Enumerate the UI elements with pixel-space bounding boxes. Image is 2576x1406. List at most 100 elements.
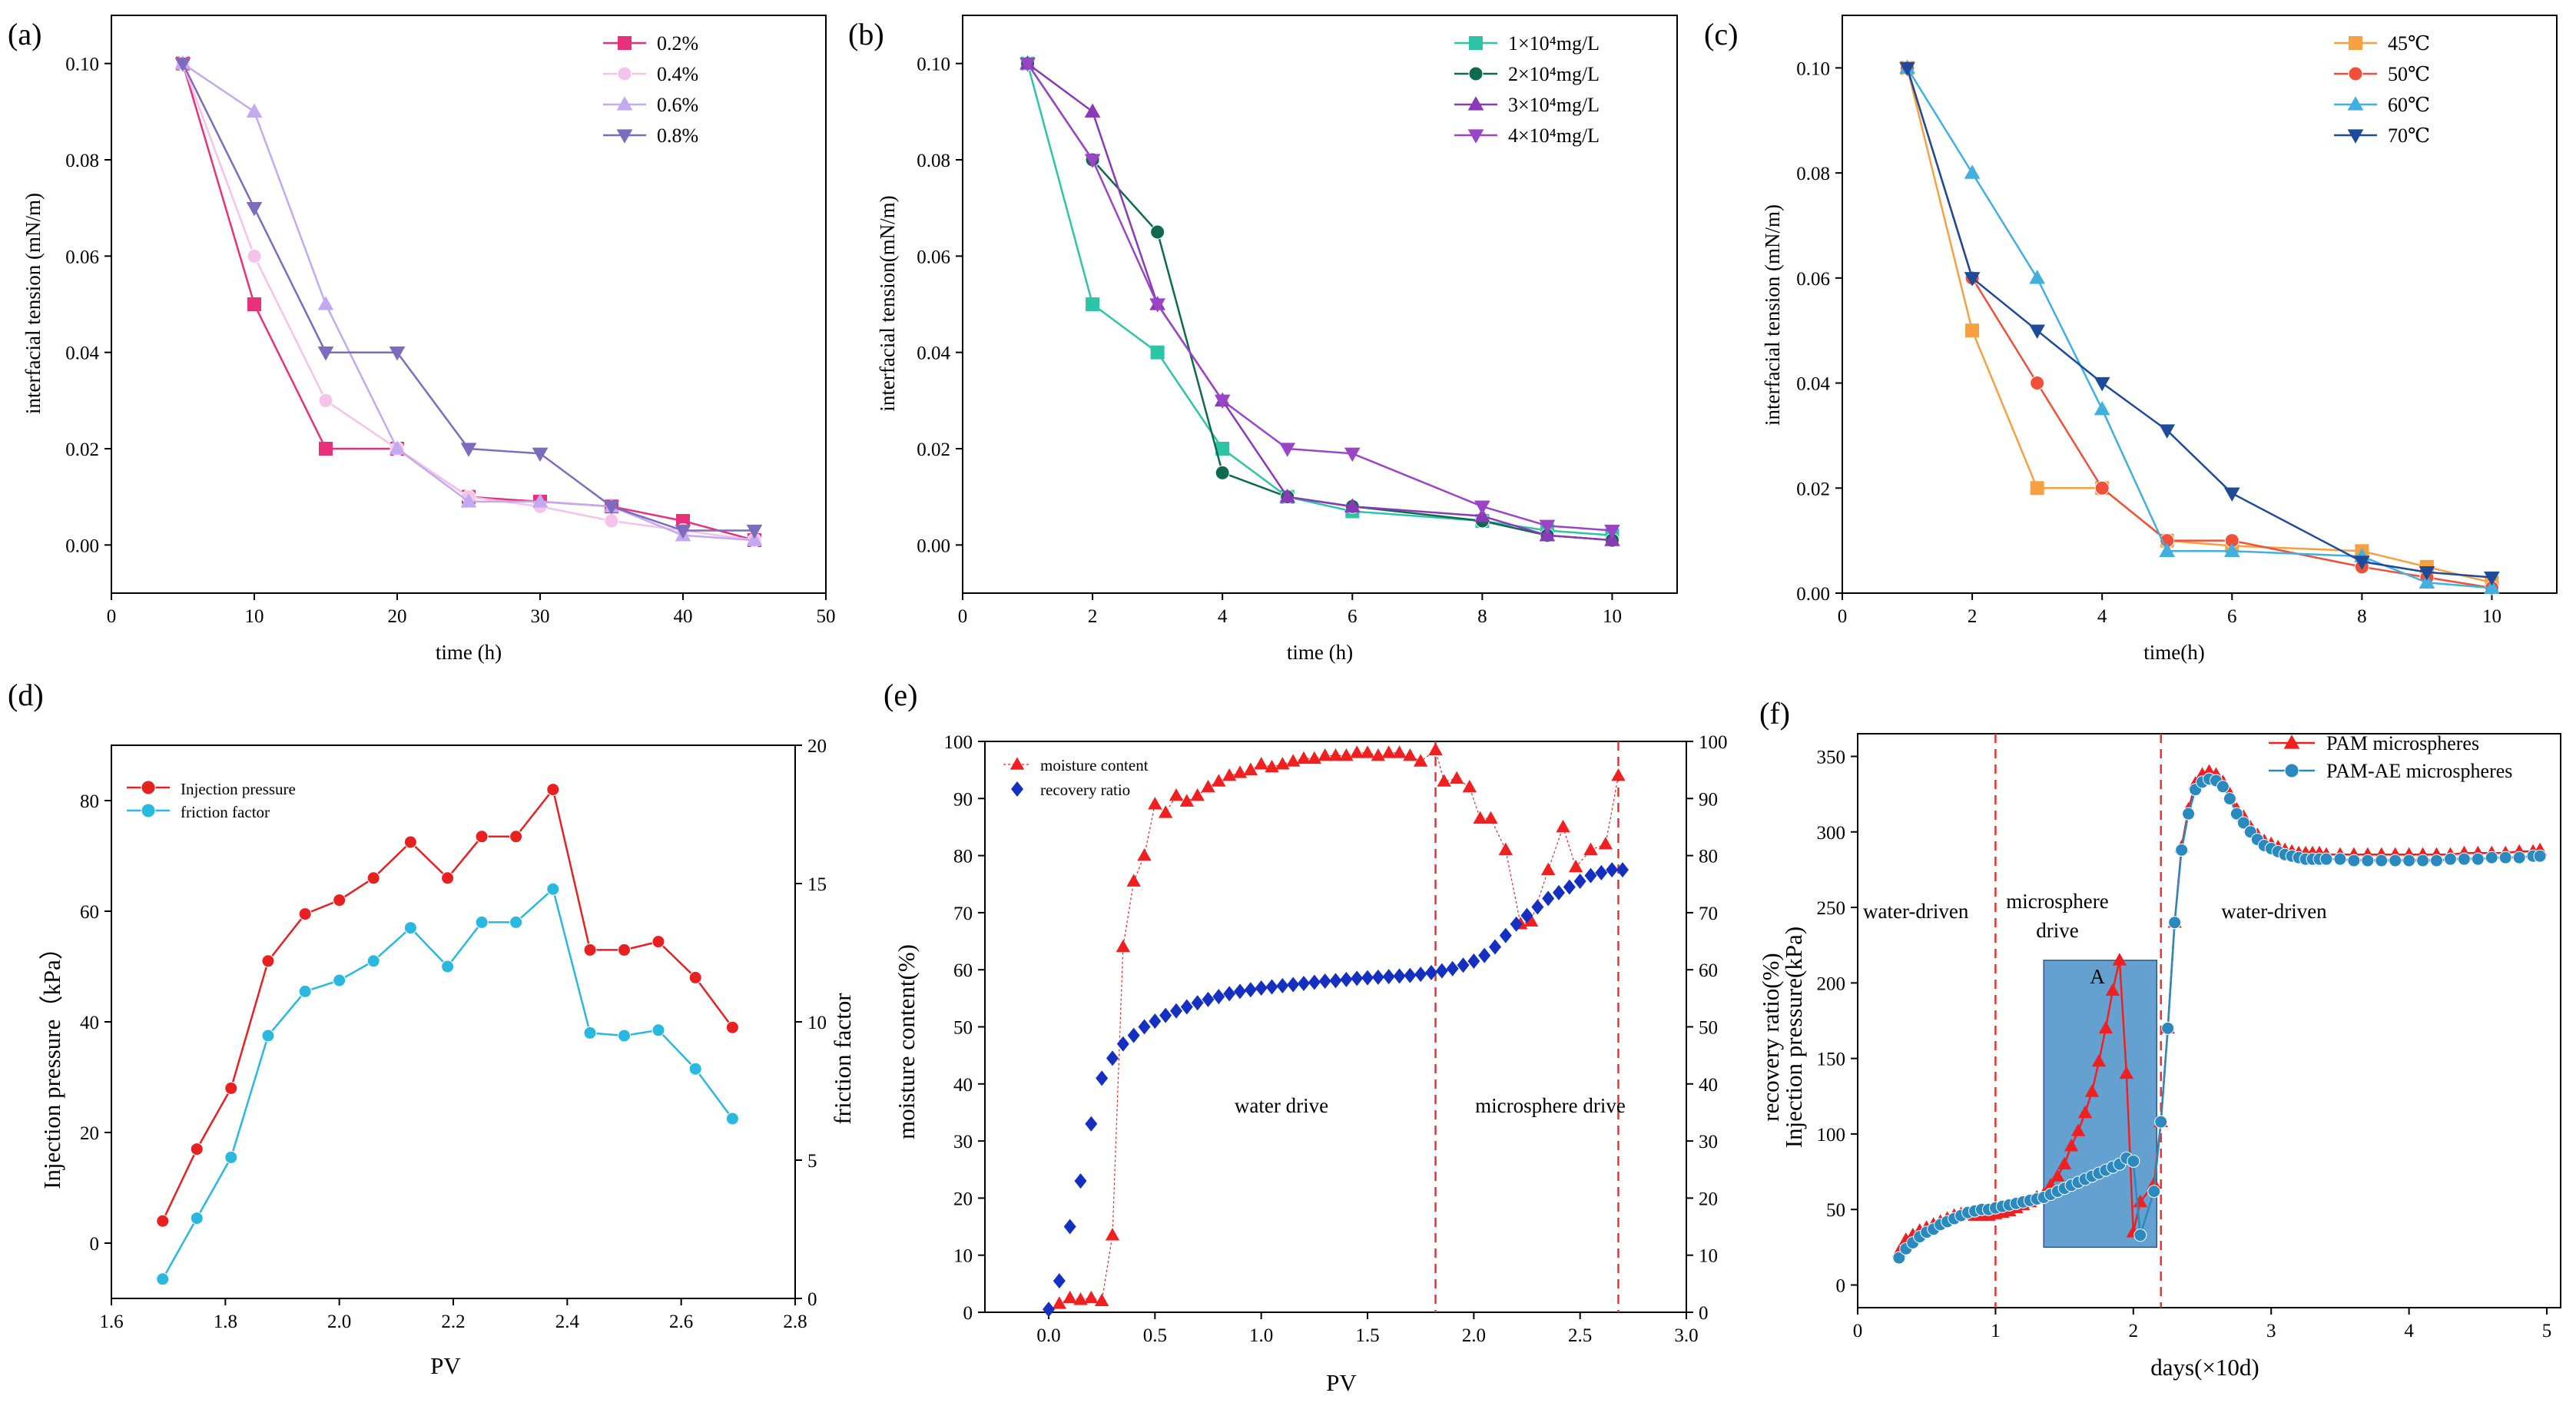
series-60℃-point bbox=[2419, 574, 2435, 589]
series-pam-point bbox=[2112, 953, 2127, 966]
x-tick-label: 3.0 bbox=[1674, 1325, 1698, 1346]
chart-panel-a: 0 10 20 30 40 50 0.00 0.02 0.04 0.06 0.08 0.10 0.2% 0… bbox=[65, 15, 836, 627]
y-tick-label: 0.02 bbox=[917, 439, 950, 460]
y-tick-label: 350 bbox=[1817, 747, 1846, 768]
y-tick-label: 0.02 bbox=[1796, 479, 1830, 499]
series-0.8%-point bbox=[675, 524, 691, 539]
legend-marker bbox=[616, 129, 633, 144]
x-tick-label: 0 bbox=[107, 606, 117, 627]
series-pam-point bbox=[2057, 1156, 2072, 1170]
series-0.8%-point bbox=[174, 58, 191, 72]
x-tick-label: 8 bbox=[1477, 606, 1487, 627]
series-friction-factor-point bbox=[298, 984, 312, 998]
legend-marker bbox=[1011, 781, 1023, 797]
series-70℃-point bbox=[2029, 324, 2045, 339]
x-tick-label: 2 bbox=[2129, 1321, 2139, 1341]
series-pam-point bbox=[2050, 1169, 2065, 1182]
annotation-microsphere: microsphere bbox=[2006, 890, 2108, 913]
series-injection-pressure-point bbox=[651, 935, 665, 949]
series-friction-factor-point bbox=[333, 973, 346, 987]
series-pam-ae-point bbox=[2230, 807, 2243, 821]
x-tick-label: 3 bbox=[2266, 1321, 2276, 1341]
x-tick-label: 0.0 bbox=[1036, 1325, 1060, 1346]
x-tick-label: 5 bbox=[2542, 1321, 2552, 1341]
legend-label: PAM-AE microspheres bbox=[2326, 760, 2512, 782]
series-injection-pressure-point bbox=[403, 835, 417, 849]
y2-tick-label: 30 bbox=[1699, 1132, 1718, 1152]
series-recovery-point bbox=[1329, 973, 1342, 989]
series-70℃-point bbox=[2354, 555, 2370, 570]
series-moisture-point bbox=[1265, 759, 1279, 773]
panel-label-a: (a) bbox=[8, 17, 41, 51]
series-recovery-point bbox=[1563, 879, 1576, 895]
series-4×10⁴mg/L-point bbox=[1019, 58, 1036, 72]
panel-label-e: (e) bbox=[884, 678, 917, 712]
x-tick-label: 0 bbox=[958, 606, 968, 627]
series-pam-ae-point bbox=[2154, 1115, 2168, 1129]
annotation-drive: drive bbox=[2036, 919, 2078, 942]
series-pam-ae-point bbox=[2375, 854, 2389, 867]
series-pam-ae-point bbox=[2133, 1229, 2147, 1242]
series-moisture-point bbox=[1349, 745, 1364, 758]
series-moisture-point bbox=[1232, 765, 1248, 778]
y-tick-label: 0.10 bbox=[65, 55, 99, 75]
ylabel-a: interfacial tension (mN/m) bbox=[22, 193, 45, 414]
x-tick-label: 4 bbox=[1218, 606, 1228, 627]
series-pam-ae-point bbox=[2236, 816, 2250, 830]
ylabel-e: moisture content(%) bbox=[893, 944, 920, 1139]
series-moisture-point bbox=[1540, 862, 1556, 875]
legend-marker bbox=[2283, 735, 2300, 749]
ylabel-c: interfacial tension (mN/m) bbox=[1761, 204, 1784, 426]
series-pam-ae-point bbox=[2430, 854, 2444, 867]
chart-panel-d: 1.6 1.8 2.0 2.2 2.4 2.6 2.802040608005101520In… bbox=[80, 736, 827, 1332]
panel-label-c: (c) bbox=[1704, 17, 1738, 51]
series-recovery-point bbox=[1404, 967, 1417, 983]
series-recovery-point bbox=[1234, 983, 1246, 1000]
series-moisture-point bbox=[1222, 768, 1237, 781]
legend-label: moisture content bbox=[1040, 756, 1149, 774]
ylabel-b: interfacial tension(mN/m) bbox=[876, 195, 899, 411]
series-recovery-point bbox=[1074, 1173, 1087, 1189]
series-recovery-point bbox=[1435, 963, 1448, 979]
series-pam-ae-point bbox=[2216, 780, 2230, 794]
series-pam-point bbox=[2077, 1105, 2093, 1119]
series-70℃-point bbox=[1899, 61, 1915, 77]
y-tick-label: 40 bbox=[953, 1075, 973, 1096]
series-moisture-point bbox=[1212, 774, 1226, 787]
ylabel-f-pressure: Injection pressure(kPa) bbox=[1780, 927, 1807, 1148]
y-tick-label: 0.06 bbox=[65, 247, 99, 267]
legend-label: 3×10⁴mg/L bbox=[1508, 94, 1600, 116]
series-1×10⁴mg/L-point bbox=[1086, 297, 1100, 311]
series-friction-factor-point bbox=[475, 915, 489, 929]
series-pam-ae-point bbox=[2175, 843, 2189, 857]
series-injection-pressure-point bbox=[224, 1081, 238, 1095]
series-3×10⁴mg/L-point bbox=[1279, 488, 1296, 503]
series-moisture-point bbox=[1403, 748, 1417, 761]
y-tick-label: 0.10 bbox=[1796, 58, 1830, 79]
y-tick-label: 0.02 bbox=[65, 439, 99, 460]
y-tick-label: 20 bbox=[80, 1123, 99, 1144]
x-tick-label: 4 bbox=[2404, 1321, 2414, 1341]
series-4×10⁴mg/L-point bbox=[1604, 524, 1620, 539]
x-tick-label: 4 bbox=[2097, 606, 2107, 627]
data-layer: 0 10 20 30 40 500.000.020.040.060.080.100.2%0… bbox=[65, 15, 2561, 1346]
series-60℃-point bbox=[2223, 542, 2240, 557]
series-0.6%-point bbox=[246, 103, 263, 118]
y2-tick-label: 0 bbox=[807, 1289, 817, 1310]
series-moisture-point bbox=[1568, 859, 1583, 873]
series-0.6%-point bbox=[460, 493, 477, 508]
legend-marker bbox=[2348, 66, 2363, 81]
series-moisture-point bbox=[1462, 779, 1477, 793]
series-moisture-point bbox=[1179, 794, 1195, 807]
y2-tick-label: 40 bbox=[1699, 1075, 1718, 1096]
y2-tick-label: 10 bbox=[1699, 1246, 1718, 1267]
y-tick-label: 90 bbox=[953, 789, 973, 810]
series-pam-ae-point bbox=[2127, 1154, 2140, 1168]
series-moisture-point bbox=[1073, 1292, 1088, 1305]
y-tick-label: 40 bbox=[80, 1013, 99, 1033]
chart-panel-b: 0 2 4 6 8 10 0.00 0.02 0.04 0.06 0.08 0.10 1×10⁴mg/L… bbox=[917, 15, 1678, 627]
series-injection-pressure-point bbox=[618, 943, 631, 957]
series-moisture-point bbox=[1413, 754, 1428, 767]
